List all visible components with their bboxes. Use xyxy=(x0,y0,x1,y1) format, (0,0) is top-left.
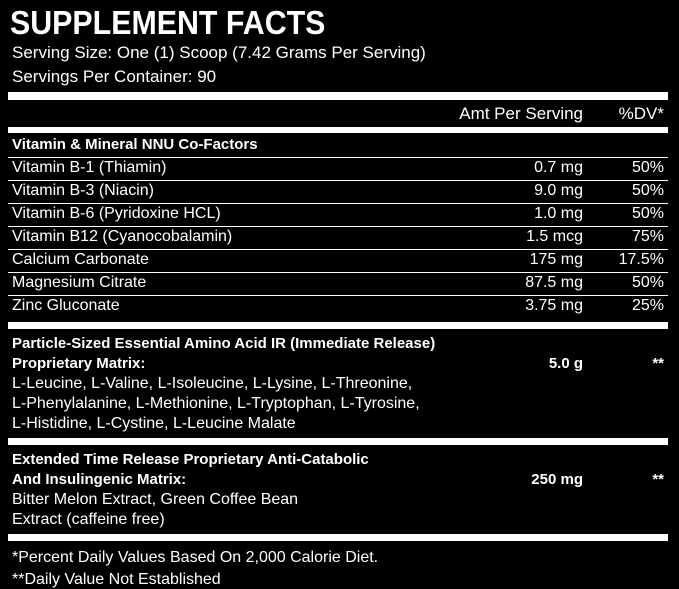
dv: 50% xyxy=(631,182,664,199)
divider xyxy=(8,534,668,541)
dv: 17.5% xyxy=(618,251,664,268)
row-line xyxy=(8,157,668,158)
footnote: **Daily Value Not Established xyxy=(12,571,221,588)
ingredients: L-Histidine, L-Cystine, L-Leucine Malate xyxy=(12,415,296,432)
title: SUPPLEMENT FACTS xyxy=(10,4,326,41)
row-line xyxy=(8,203,668,204)
amount: 1.5 mcg xyxy=(526,228,583,245)
nutrient-name: Vitamin B-6 (Pyridoxine HCL) xyxy=(12,205,221,222)
row-line xyxy=(8,295,668,296)
divider xyxy=(8,92,668,100)
amount: 175 mg xyxy=(529,251,583,268)
amount: 250 mg xyxy=(531,471,583,488)
nutrient-name: Magnesium Citrate xyxy=(12,274,147,291)
amount-header: Amt Per Serving xyxy=(459,104,583,123)
nutrient-name: Calcium Carbonate xyxy=(12,251,149,268)
amount: 3.75 mg xyxy=(525,297,583,314)
dv: 50% xyxy=(631,159,664,176)
nutrient-name: Vitamin B12 (Cyanocobalamin) xyxy=(12,228,233,245)
amount: 0.7 mg xyxy=(534,159,583,176)
serving-size: Serving Size: One (1) Scoop (7.42 Grams … xyxy=(12,43,426,62)
dv: 25% xyxy=(631,297,664,314)
section-title: Extended Time Release Proprietary Anti-C… xyxy=(12,451,369,468)
row-line xyxy=(8,180,668,181)
dv: ** xyxy=(652,355,664,372)
amount: 1.0 mg xyxy=(534,205,583,222)
dv: 75% xyxy=(631,228,664,245)
section-title: Vitamin & Mineral NNU Co-Factors xyxy=(12,136,258,153)
nutrient-name: Zinc Gluconate xyxy=(12,297,120,314)
amount: 9.0 mg xyxy=(534,182,583,199)
nutrient-name: Vitamin B-3 (Niacin) xyxy=(12,182,154,199)
dv-header: %DV* xyxy=(618,104,664,123)
section-title: And Insulingenic Matrix: xyxy=(12,471,187,488)
divider xyxy=(8,322,668,329)
section-title: Particle-Sized Essential Amino Acid IR (… xyxy=(12,335,436,352)
servings-per-container: Servings Per Container: 90 xyxy=(12,67,217,86)
footnote: *Percent Daily Values Based On 2,000 Cal… xyxy=(12,549,379,566)
dv: 50% xyxy=(631,274,664,291)
ingredients: Extract (caffeine free) xyxy=(12,511,165,528)
section-title: Proprietary Matrix: xyxy=(12,355,146,372)
nutrient-name: Vitamin B-1 (Thiamin) xyxy=(12,159,167,176)
dv: ** xyxy=(652,471,664,488)
row-line xyxy=(8,226,668,227)
divider xyxy=(8,127,668,133)
row-line xyxy=(8,249,668,250)
ingredients: L-Leucine, L-Valine, L-Isoleucine, L-Lys… xyxy=(12,375,413,392)
amount: 5.0 g xyxy=(548,355,583,372)
amount: 87.5 mg xyxy=(525,274,583,291)
ingredients: Bitter Melon Extract, Green Coffee Bean xyxy=(12,491,299,508)
ingredients: L-Phenylalanine, L-Methionine, L-Tryptop… xyxy=(12,395,420,412)
divider xyxy=(8,438,668,445)
row-line xyxy=(8,272,668,273)
dv: 50% xyxy=(631,205,664,222)
